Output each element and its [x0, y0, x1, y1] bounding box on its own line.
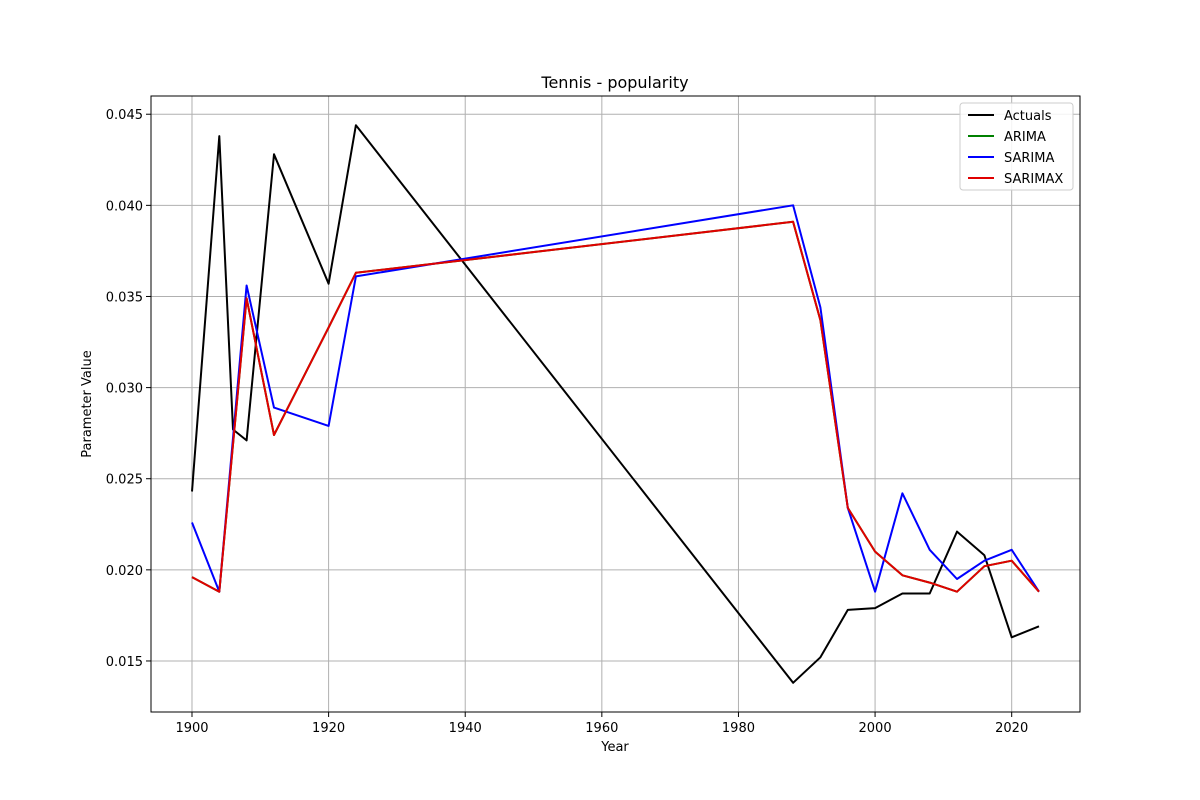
legend-label-arima: ARIMA	[1004, 130, 1046, 145]
series-lines	[191, 124, 1040, 684]
x-tick-label: 1940	[449, 721, 482, 736]
y-tick-label: 0.045	[106, 108, 143, 123]
y-tick-label: 0.020	[106, 564, 143, 579]
x-axis-ticks: 1900 1920 1940 1960 1980 2000 2020	[175, 712, 1028, 736]
series-line-actuals	[191, 124, 1040, 684]
legend-label-actuals: Actuals	[1004, 109, 1052, 124]
series-line-arima	[191, 220, 1040, 593]
legend-label-sarima: SARIMA	[1004, 151, 1054, 166]
grid	[151, 96, 1080, 712]
x-tick-label: 2000	[859, 721, 892, 736]
legend: Actuals ARIMA SARIMA SARIMAX	[959, 102, 1074, 191]
x-tick-label: 1960	[585, 721, 618, 736]
chart-title: Tennis - popularity	[540, 73, 688, 92]
y-tick-label: 0.040	[106, 199, 143, 214]
legend-label-sarimax: SARIMAX	[1004, 172, 1063, 187]
y-tick-label: 0.025	[106, 473, 143, 488]
y-tick-label: 0.030	[106, 382, 143, 397]
x-tick-label: 1920	[312, 721, 345, 736]
y-tick-label: 0.015	[106, 655, 143, 670]
x-tick-label: 2020	[995, 721, 1028, 736]
x-axis-label: Year	[600, 740, 629, 755]
legend-box	[959, 102, 1074, 191]
plot-frame	[150, 95, 1081, 713]
y-tick-label: 0.035	[106, 290, 143, 305]
y-axis-ticks: 0.015 0.020 0.025 0.030 0.035 0.040 0.045	[106, 108, 151, 670]
x-tick-label: 1980	[722, 721, 755, 736]
y-axis-label: Parameter Value	[80, 350, 95, 457]
x-tick-label: 1900	[175, 721, 208, 736]
series-line-sarimax	[191, 220, 1040, 593]
